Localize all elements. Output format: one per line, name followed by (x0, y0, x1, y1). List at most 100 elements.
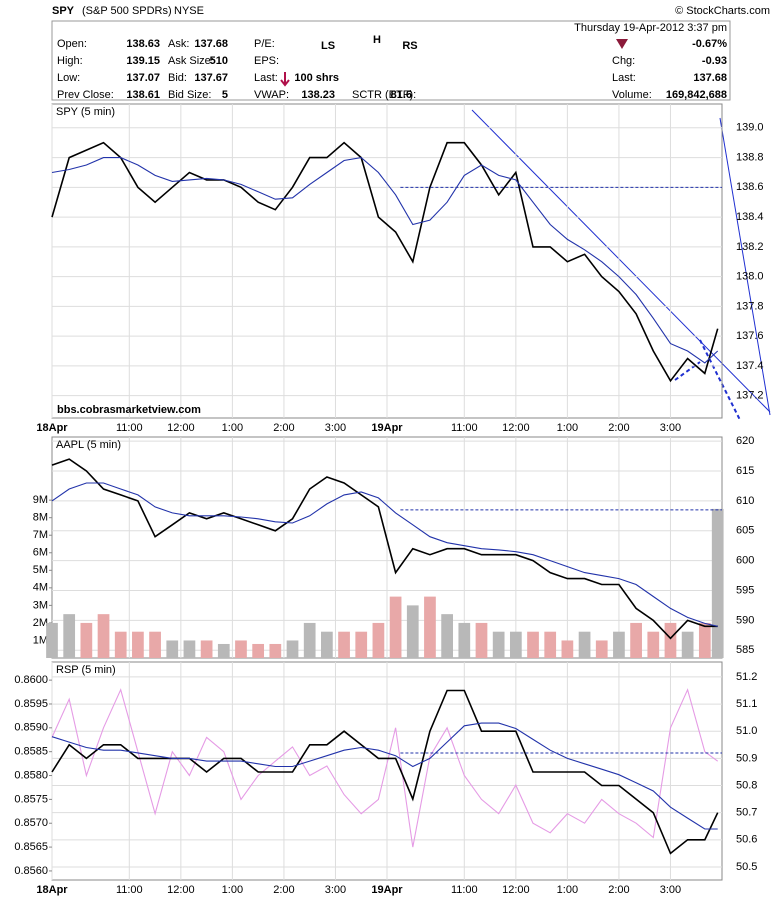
symbol: SPY (52, 5, 75, 17)
volume-bar (183, 640, 196, 658)
exchange: NYSE (174, 5, 204, 17)
field-value: 510 (210, 55, 228, 67)
field-label: Chg: (612, 55, 635, 67)
change-pct: -0.67% (692, 38, 727, 50)
panel-title: AAPL (5 min) (56, 439, 121, 451)
panel-title: SPY (5 min) (56, 106, 115, 118)
volume-bar (355, 631, 368, 658)
x-tick-label: 11:00 (451, 422, 478, 434)
x-tick-label: 18Apr (36, 422, 68, 434)
y2-tick-label: 0.8570 (14, 817, 48, 829)
field-value: 137.68 (693, 72, 727, 84)
price-line (51, 157, 719, 364)
field-label: High: (57, 55, 83, 67)
x-tick-label: 3:00 (325, 422, 346, 434)
x-tick-label: 11:00 (451, 884, 478, 896)
volume-bar (578, 631, 591, 658)
x-tick-label: 3:00 (660, 422, 681, 434)
y-tick-label: 138.2 (736, 241, 764, 253)
y-tick-label: 138.4 (736, 211, 764, 223)
y-tick-label: 50.7 (736, 807, 757, 819)
volume-bar (46, 622, 58, 658)
annotation: LS (321, 40, 335, 52)
volume-bar (235, 640, 247, 658)
volume-bar (492, 631, 505, 658)
field-value: 138.61 (126, 89, 160, 101)
field-label: Last: (612, 72, 636, 84)
x-tick-label: 2:00 (273, 422, 294, 434)
volume-bar (509, 631, 522, 658)
volume-bar (406, 605, 419, 658)
field-value: 139.15 (126, 55, 160, 67)
y2-tick-label: 0.8575 (14, 793, 48, 805)
volume-bar (561, 640, 574, 658)
y-tick-label: 585 (736, 644, 754, 656)
field-value: 137.07 (126, 72, 160, 84)
y2-tick-label: 0.8565 (14, 841, 48, 853)
field-label: Ask: (168, 38, 189, 50)
volume-bar (441, 614, 453, 658)
x-tick-label: 11:00 (116, 422, 143, 434)
volume-bar (681, 631, 694, 658)
annotation: H (373, 34, 381, 46)
y-tick-label: 595 (736, 584, 754, 596)
panel-title: RSP (5 min) (56, 664, 116, 676)
field-value: 81.6 (391, 89, 412, 101)
volume-bar (475, 622, 488, 658)
price-line (51, 689, 719, 855)
volume-bar (595, 640, 608, 658)
y-tick-label: 590 (736, 614, 754, 626)
y-tick-label: 138.6 (736, 181, 764, 193)
y2-tick-label: 1M (33, 634, 48, 646)
y-tick-label: 50.8 (736, 779, 757, 791)
y-tick-label: 137.6 (736, 330, 764, 342)
symbol-name: (S&P 500 SPDRs) (82, 5, 172, 17)
volume-bar (252, 643, 265, 658)
field-label: P/E: (254, 38, 275, 50)
field-label: Bid: (168, 72, 187, 84)
field-value: 137.68 (194, 38, 228, 50)
field-value: 5 (222, 89, 228, 101)
field-value: 138.63 (126, 38, 160, 50)
volume-bar (166, 640, 179, 658)
last-arrow (280, 72, 290, 87)
field-label: Volume: (612, 89, 652, 101)
x-tick-label: 18Apr (36, 884, 68, 896)
y2-tick-label: 6M (33, 547, 48, 559)
x-tick-label: 1:00 (557, 884, 578, 896)
volume-bar (389, 596, 402, 658)
volume-bar (321, 631, 333, 658)
volume-bar (698, 622, 711, 658)
volume-bar (269, 643, 282, 658)
price-line (51, 722, 718, 830)
y-tick-label: 600 (736, 555, 754, 567)
volume-bar (303, 622, 316, 658)
y-tick-label: 138.0 (736, 271, 764, 283)
volume-bar (149, 631, 161, 658)
field-value: 137.67 (194, 72, 228, 84)
y2-tick-label: 0.8560 (14, 865, 48, 877)
y-tick-label: 51.0 (736, 725, 757, 737)
volume-bar (372, 622, 385, 658)
y-tick-label: 50.6 (736, 834, 757, 846)
x-tick-label: 12:00 (167, 422, 195, 434)
price-line (51, 688, 719, 848)
volume-bar (286, 640, 299, 658)
y-tick-label: 51.2 (736, 671, 757, 683)
volume-bar (711, 508, 724, 658)
volume-bar (80, 622, 93, 658)
price-line (51, 458, 718, 640)
projection-arrow (674, 339, 741, 421)
x-tick-label: 19Apr (371, 422, 403, 434)
watermark: bbs.cobrasmarketview.com (57, 404, 201, 416)
y-tick-label: 138.8 (736, 151, 764, 163)
volume-bar (132, 631, 144, 658)
field-label: EPS: (254, 55, 279, 67)
field-label: Prev Close: (57, 89, 114, 101)
y2-tick-label: 0.8595 (14, 698, 48, 710)
volume-bar (647, 631, 660, 658)
y2-tick-label: 0.8600 (14, 674, 48, 686)
field-label: VWAP: (254, 89, 289, 101)
y-tick-label: 137.8 (736, 300, 764, 312)
